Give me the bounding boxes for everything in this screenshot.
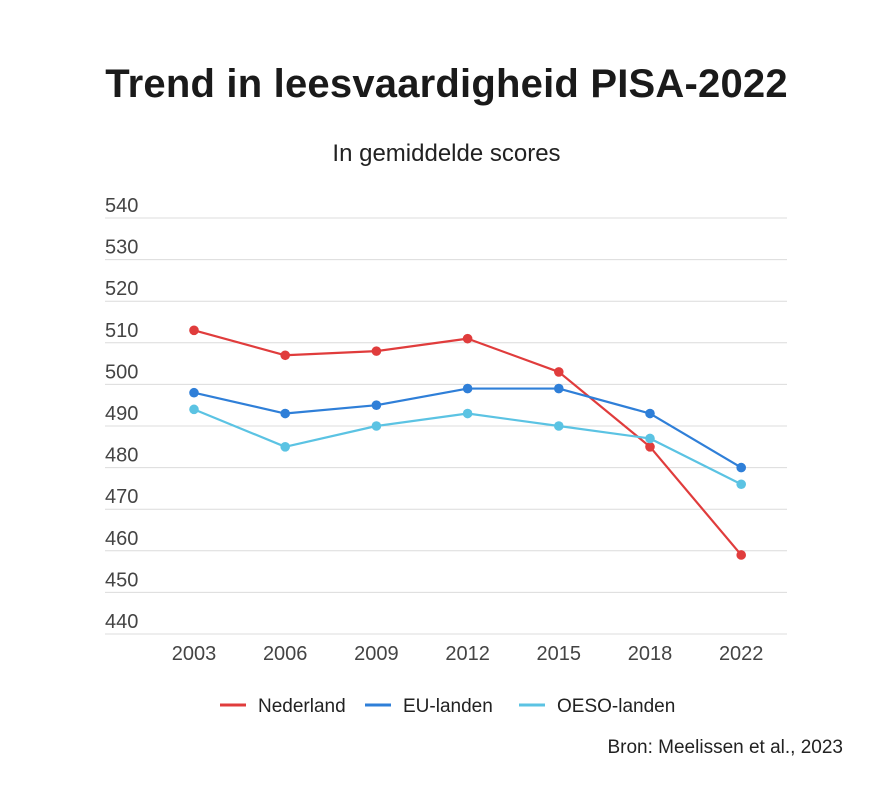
x-tick-label-2012: 2012 [445, 643, 490, 665]
series-line-oeso-landen [193, 408, 742, 486]
legend-label-oeso-landen: OESO-landen [557, 696, 675, 717]
y-tick-label-500: 500 [105, 361, 138, 383]
y-tick-label-530: 530 [105, 237, 138, 259]
data-point-eu-landen-2012 [462, 383, 473, 394]
data-point-eu-landen-2009 [371, 400, 382, 411]
series-group [189, 325, 746, 560]
data-point-eu-landen-2015 [554, 383, 564, 394]
gridlines [105, 217, 787, 635]
chart-title: Trend in leesvaardigheid PISA-2022 [105, 62, 788, 106]
legend-label-eu-landen: EU-landen [403, 696, 493, 717]
y-tick-label-540: 540 [105, 195, 138, 217]
data-point-oeso-landen-2006 [280, 442, 291, 452]
chart-subtitle: In gemiddelde scores [332, 140, 561, 167]
x-tick-label-2009: 2009 [354, 643, 399, 665]
data-point-eu-landen-2006 [280, 408, 291, 419]
y-tick-label-440: 440 [105, 611, 138, 633]
data-point-nederland-2003 [189, 325, 199, 336]
legend-label-nederland: Nederland [258, 696, 346, 717]
x-tick-label-2018: 2018 [628, 643, 673, 665]
legend: Nederland EU-landen OESO-landen [220, 696, 675, 717]
data-point-oeso-landen-2009 [371, 421, 382, 431]
x-axis-ticks: 2003 2006 2009 2012 2015 2018 2022 [172, 643, 764, 665]
data-point-nederland-2009 [371, 346, 382, 356]
data-point-eu-landen-2003 [189, 387, 199, 398]
data-point-oeso-landen-2012 [462, 408, 473, 419]
x-tick-label-2015: 2015 [537, 643, 582, 665]
y-axis-ticks: 540 530 520 510 500 490 480 470 460 450 440 [105, 195, 138, 633]
data-point-nederland-2006 [280, 350, 291, 361]
y-tick-label-490: 490 [105, 403, 138, 425]
data-point-nederland-2012 [462, 333, 473, 344]
data-point-eu-landen-2022 [736, 462, 746, 473]
data-point-nederland-2015 [554, 367, 564, 377]
data-point-oeso-landen-2015 [554, 421, 564, 431]
data-point-nederland-2018 [645, 442, 655, 452]
source-note: Bron: Meelissen et al., 2023 [607, 737, 843, 758]
data-point-oeso-landen-2018 [645, 433, 655, 444]
data-point-oeso-landen-2003 [189, 404, 199, 415]
data-point-eu-landen-2018 [645, 408, 655, 419]
y-tick-label-510: 510 [105, 320, 138, 342]
y-tick-label-470: 470 [105, 486, 138, 508]
x-tick-label-2022: 2022 [719, 643, 764, 665]
y-tick-label-480: 480 [105, 445, 138, 467]
x-tick-label-2003: 2003 [172, 643, 217, 665]
data-point-oeso-landen-2022 [736, 479, 746, 490]
data-point-nederland-2022 [736, 550, 746, 560]
series-line-eu-landen [193, 387, 742, 469]
y-tick-label-450: 450 [105, 569, 138, 591]
x-tick-label-2006: 2006 [263, 643, 308, 665]
y-tick-label-460: 460 [105, 528, 138, 550]
y-tick-label-520: 520 [105, 278, 138, 300]
